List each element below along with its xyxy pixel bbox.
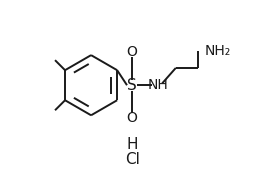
- Text: NH: NH: [147, 78, 168, 92]
- Text: O: O: [127, 45, 138, 59]
- Text: S: S: [127, 78, 137, 93]
- Text: NH₂: NH₂: [205, 44, 231, 58]
- Text: O: O: [127, 111, 138, 125]
- Text: Cl: Cl: [125, 152, 140, 166]
- Text: H: H: [126, 137, 138, 152]
